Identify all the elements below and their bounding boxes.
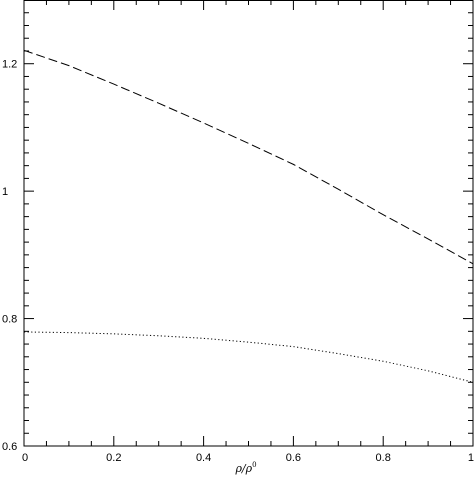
x-axis-tick-labels: 0 0.2 0.4 0.6 0.8 1 xyxy=(22,452,474,464)
series-lines xyxy=(23,49,474,383)
x-tick-label: 0.2 xyxy=(106,452,121,464)
y-axis-tick-labels: 0.6 0.8 1 1.2 xyxy=(2,59,17,453)
y-tick-label: 0.8 xyxy=(2,314,17,326)
x-axis-title: ρ/ρ0 xyxy=(234,461,256,475)
x-tick-label: 1 xyxy=(468,452,474,464)
x-tick-label: 0.4 xyxy=(196,452,211,464)
plot-border xyxy=(23,0,474,447)
plot-frame xyxy=(23,0,474,447)
dashed-series-line xyxy=(23,49,474,265)
y-tick-label: 1.2 xyxy=(2,59,17,71)
y-tick-label: 1 xyxy=(2,186,8,198)
x-tick-label: 0 xyxy=(22,452,28,464)
dotted-series-line xyxy=(23,331,474,383)
x-tick-label: 0.6 xyxy=(286,452,301,464)
y-tick-label: 0.6 xyxy=(2,441,17,453)
axis-ticks xyxy=(23,0,474,447)
x-tick-label: 0.8 xyxy=(376,452,391,464)
